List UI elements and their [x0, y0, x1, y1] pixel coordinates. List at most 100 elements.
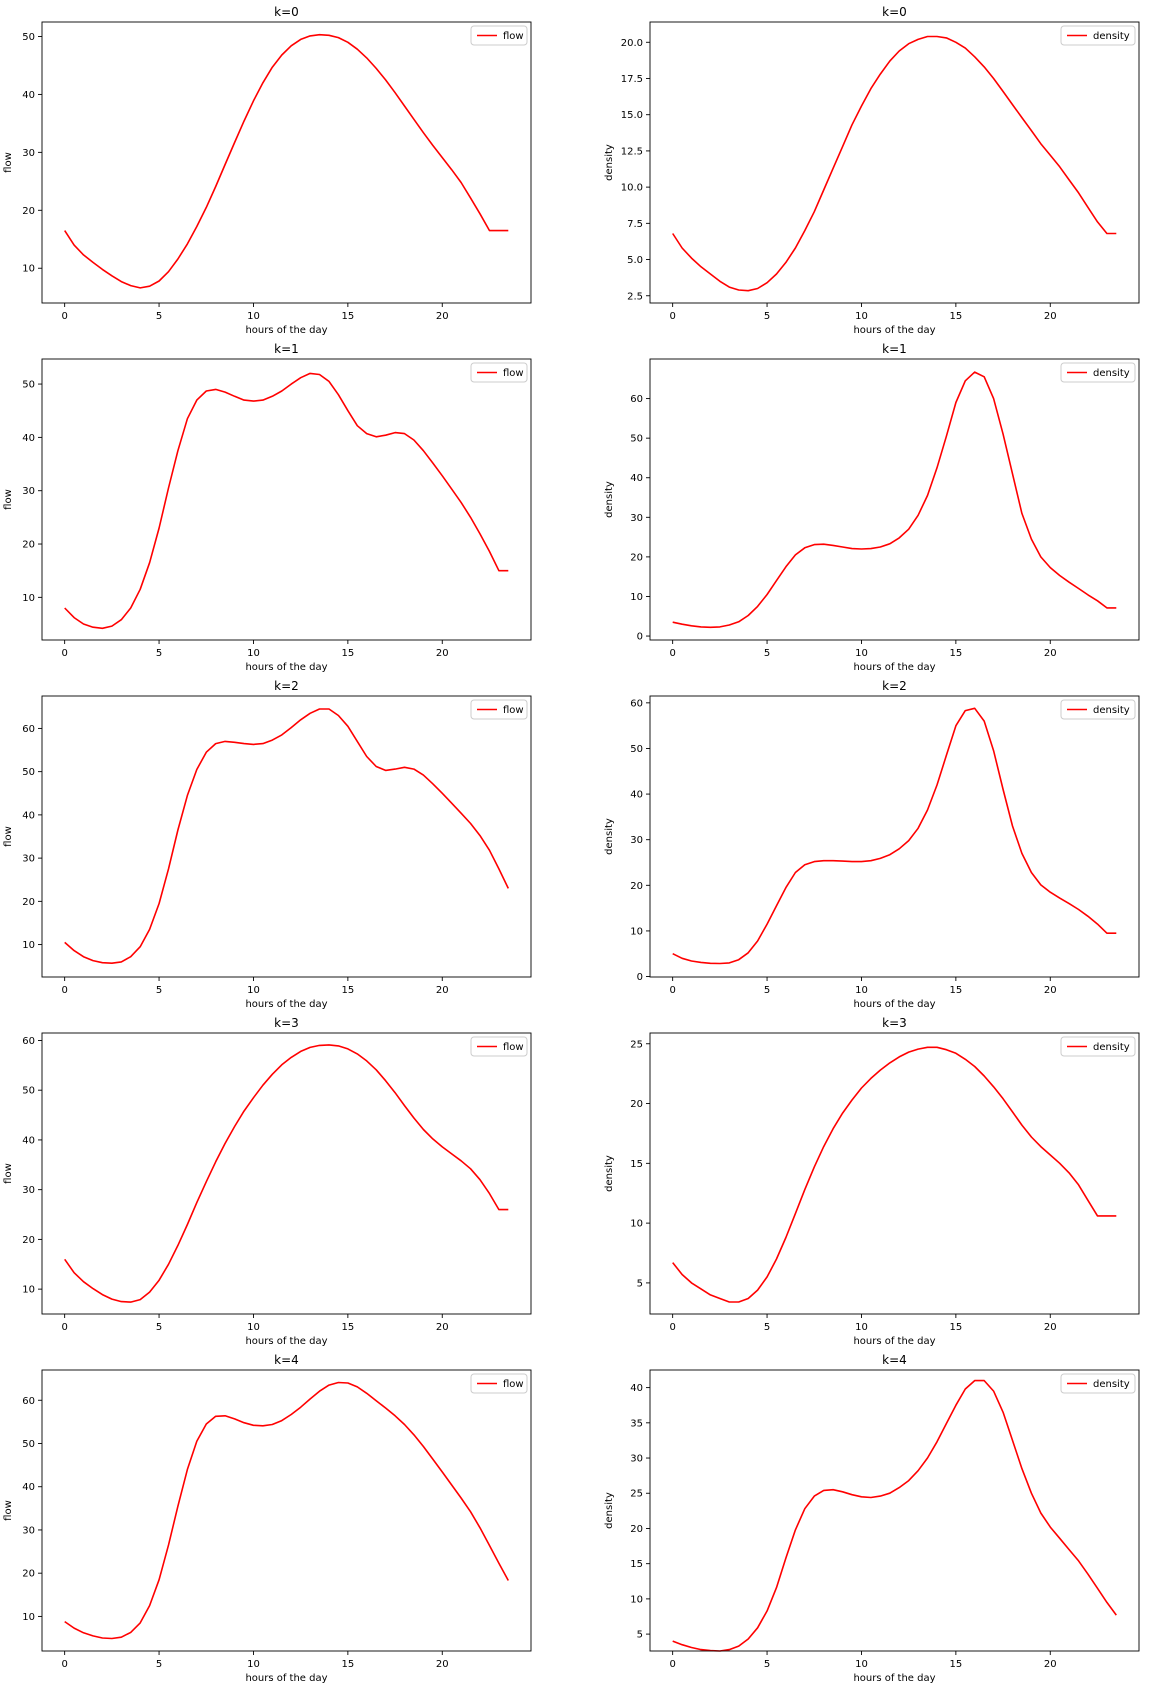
- y-tick-label: 10: [22, 940, 35, 951]
- x-tick-label: 0: [61, 985, 67, 996]
- x-tick-label: 20: [1044, 648, 1057, 659]
- x-tick-label: 5: [764, 1659, 770, 1670]
- y-tick-label: 10: [630, 1594, 643, 1605]
- subplot-8: k=3 0 5 10 15 20 5 10 15 20 25 hours of the day dens…: [604, 1016, 1140, 1347]
- legend: flow: [470, 362, 528, 383]
- x-tick-label: 20: [1044, 985, 1057, 996]
- legend: density: [1060, 1036, 1136, 1057]
- y-tick-label: 20: [630, 881, 643, 892]
- x-tick-label: 5: [156, 1322, 162, 1333]
- x-tick-label: 15: [949, 1659, 962, 1670]
- y-axis-label: density: [604, 144, 615, 181]
- legend-box: [470, 699, 528, 720]
- y-tick-label: 30: [22, 148, 35, 159]
- y-tick-label: 35: [630, 1418, 643, 1429]
- y-tick-label: 0: [637, 632, 643, 643]
- subplot-title: k=1: [882, 342, 907, 356]
- x-axis-label: hours of the day: [853, 999, 935, 1010]
- x-tick-label: 10: [247, 311, 260, 322]
- legend: flow: [470, 25, 528, 46]
- x-tick-label: 0: [669, 648, 675, 659]
- y-tick-label: 40: [22, 433, 35, 444]
- x-tick-label: 5: [156, 1659, 162, 1670]
- legend-box: [470, 1373, 528, 1394]
- subplot-1: k=0 0 5 10 15 20 10 20 30 40 50 hours of the day flo…: [3, 5, 532, 336]
- axes-frame: [649, 1369, 1140, 1652]
- x-tick-label: 10: [247, 1659, 260, 1670]
- y-tick-label: 60: [22, 1396, 35, 1407]
- legend: density: [1060, 1373, 1136, 1394]
- y-tick-label: 30: [22, 854, 35, 865]
- y-tick-label: 30: [630, 1454, 643, 1465]
- subplot-9: k=4 0 5 10 15 20 10 20 30 40 50 60 hours of the day f…: [3, 1353, 532, 1684]
- x-tick-label: 20: [436, 1659, 449, 1670]
- legend-label: density: [1093, 368, 1130, 379]
- legend: flow: [470, 699, 528, 720]
- y-tick-label: 30: [22, 486, 35, 497]
- axes-frame: [41, 1032, 532, 1315]
- x-tick-label: 10: [855, 985, 868, 996]
- y-tick-label: 40: [630, 790, 643, 801]
- series-line-flow: [64, 1381, 510, 1640]
- series-line-density: [672, 707, 1117, 965]
- x-tick-label: 15: [949, 985, 962, 996]
- axes-frame: [41, 1369, 532, 1652]
- legend: density: [1060, 362, 1136, 383]
- subplot-title: k=2: [882, 679, 907, 693]
- y-tick-label: 40: [630, 473, 643, 484]
- x-tick-label: 15: [341, 985, 354, 996]
- y-tick-label: 10: [22, 1285, 35, 1296]
- x-tick-label: 20: [436, 311, 449, 322]
- x-axis-label: hours of the day: [245, 662, 327, 673]
- y-tick-label: 20.0: [621, 38, 643, 49]
- legend-box: [470, 25, 528, 46]
- x-tick-label: 15: [341, 1322, 354, 1333]
- y-tick-label: 20: [22, 897, 35, 908]
- y-tick-label: 50: [630, 744, 643, 755]
- legend: density: [1060, 699, 1136, 720]
- x-axis-label: hours of the day: [853, 325, 935, 336]
- x-tick-label: 10: [855, 1659, 868, 1670]
- y-axis-label: flow: [3, 152, 14, 173]
- subplot-7: k=3 0 5 10 15 20 10 20 30 40 50 60 hours of the day f…: [3, 1016, 532, 1347]
- y-tick-label: 50: [630, 434, 643, 445]
- legend: flow: [470, 1036, 528, 1057]
- y-tick-label: 50: [22, 380, 35, 391]
- x-tick-label: 5: [764, 1322, 770, 1333]
- subplot-2: k=0 0 5 10 15 20 2.5 5.0 7.5 10.0 12.5 15.0 17.5 20.0…: [604, 5, 1140, 336]
- y-tick-label: 60: [22, 1036, 35, 1047]
- y-tick-label: 2.5: [627, 291, 643, 302]
- legend: flow: [470, 1373, 528, 1394]
- series-line-flow: [64, 708, 510, 965]
- y-axis-label: density: [604, 481, 615, 518]
- series-line-flow: [64, 372, 509, 630]
- y-tick-label: 10: [630, 592, 643, 603]
- y-tick-label: 10: [22, 1612, 35, 1623]
- x-axis-label: hours of the day: [853, 662, 935, 673]
- x-tick-label: 0: [669, 1322, 675, 1333]
- y-axis-label: flow: [3, 489, 14, 510]
- x-tick-label: 5: [764, 311, 770, 322]
- x-tick-label: 20: [1044, 311, 1057, 322]
- x-tick-label: 15: [341, 311, 354, 322]
- subplot-title: k=0: [274, 5, 299, 19]
- legend-box: [1060, 1373, 1136, 1394]
- legend-label: density: [1093, 31, 1130, 42]
- x-tick-label: 5: [156, 985, 162, 996]
- y-tick-label: 20: [22, 540, 35, 551]
- x-tick-label: 0: [61, 1659, 67, 1670]
- x-tick-label: 0: [61, 311, 67, 322]
- y-tick-label: 25: [630, 1489, 643, 1500]
- legend-label: flow: [503, 1379, 524, 1390]
- subplot-title: k=3: [882, 1016, 907, 1030]
- x-axis-label: hours of the day: [245, 1673, 327, 1684]
- subplot-6: k=2 0 5 10 15 20 0 10 20 30 40 50 60 hours of the day…: [604, 679, 1140, 1010]
- legend-label: flow: [503, 368, 524, 379]
- x-tick-label: 5: [764, 648, 770, 659]
- y-axis-label: flow: [3, 1163, 14, 1184]
- x-tick-label: 5: [764, 985, 770, 996]
- x-tick-label: 5: [156, 311, 162, 322]
- subplot-4: k=1 0 5 10 15 20 0 10 20 30 40 50 60 hours of the day…: [604, 342, 1140, 673]
- x-tick-label: 0: [669, 985, 675, 996]
- y-tick-label: 30: [22, 1525, 35, 1536]
